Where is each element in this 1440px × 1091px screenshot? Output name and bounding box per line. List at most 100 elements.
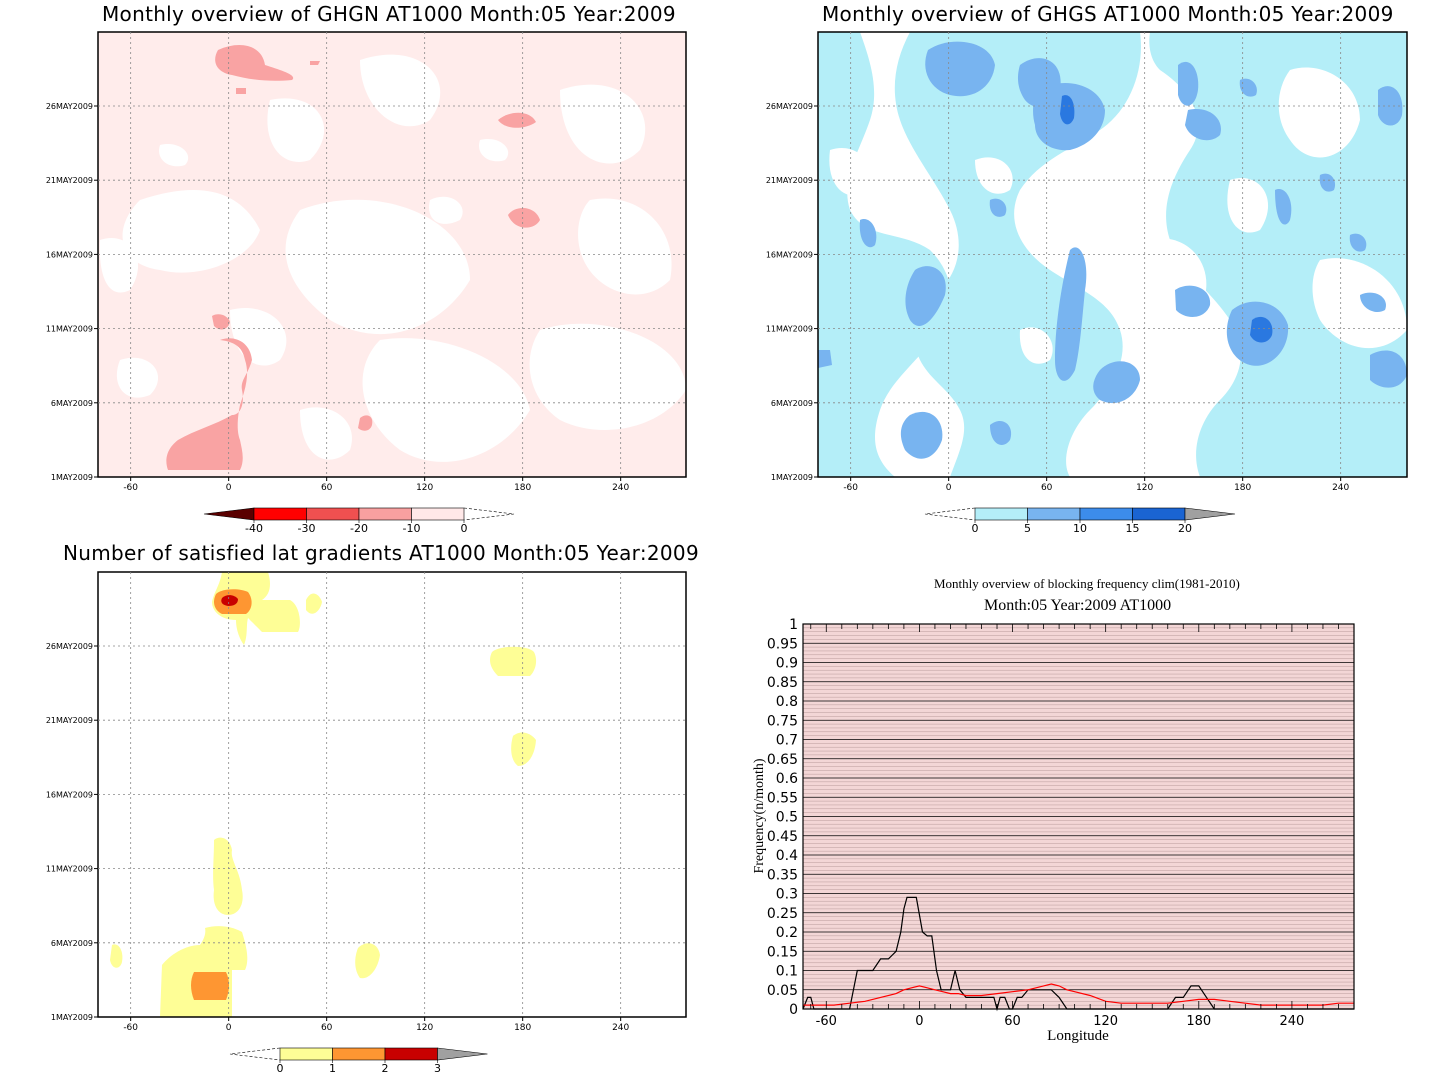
colorbar-extend-low: [203, 507, 255, 521]
y-tick-label: 1MAY2009: [51, 473, 93, 482]
y-tick-label: 0.75: [767, 713, 798, 729]
blocking-frequency-chart: -60 0 60 120 180 240 0 0.05 0.1 0.15 0.2 0.25 0.3 0.…: [752, 617, 1355, 1044]
ghgs-x-ticks: -60 0 60 120 180 240: [843, 477, 1350, 493]
x-tick-label: -60: [816, 1014, 837, 1029]
ghgn-grid: [98, 32, 686, 477]
gradients-grid: [98, 572, 686, 1017]
colorbar-label: 20: [1178, 522, 1192, 535]
gradients-colorbar: 0 1 2 3: [229, 1047, 488, 1075]
blocking-subtitle: Month:05 Year:2009 AT1000: [984, 597, 1172, 614]
ghgn-negative-contours: [166, 45, 540, 470]
colorbar-box: [1079, 507, 1133, 521]
chart-y-ticks: 0 0.05 0.1 0.15 0.2 0.25 0.3 0.35 0.4 0.45 0.5 0.55…: [767, 617, 798, 1018]
chart-major-grid: [803, 642, 1354, 991]
y-tick-label: 26MAY2009: [46, 102, 93, 111]
colorbar-label: 15: [1126, 522, 1140, 535]
y-tick-label: 0.5: [776, 810, 798, 826]
y-tick-label: 1: [789, 617, 798, 633]
y-tick-label: 26MAY2009: [46, 642, 93, 651]
panel-title-ghgn: Monthly overview of GHGN AT1000 Month:05…: [102, 2, 676, 26]
gradients-y-ticks: 1MAY2009 6MAY2009 11MAY2009 16MAY2009 21MAY2…: [46, 642, 98, 1022]
x-tick-label: 240: [1280, 1014, 1305, 1029]
y-tick-label: 0.2: [776, 925, 798, 941]
colorbar-extend-high: [1184, 507, 1236, 521]
y-tick-label: 1MAY2009: [51, 1013, 93, 1022]
ghgs-map: -60 0 60 120 180 240 1MAY2009 6MAY2009 11MAY200…: [766, 31, 1408, 535]
gradients-x-ticks: -60 0 60 120 180 240: [123, 1017, 630, 1033]
chart-x-ticks: -60 0 60 120 180 240: [816, 1014, 1305, 1029]
y-tick-label: 0.45: [767, 829, 798, 845]
colorbar-label: 1: [329, 1062, 336, 1075]
x-tick-label: 120: [1093, 1014, 1118, 1029]
x-tick-label: -60: [123, 1023, 138, 1033]
colorbar-box: [974, 507, 1028, 521]
x-tick-label: 0: [946, 483, 952, 493]
x-tick-label: 180: [514, 1023, 531, 1033]
colorbar-box: [306, 507, 360, 521]
colorbar-box: [411, 507, 465, 521]
gradients-map: -60 0 60 1 2 0 180 240 1MAY2009 6MAY2009 11MAY200…: [46, 571, 687, 1075]
y-tick-label: 0.65: [767, 752, 798, 768]
y-tick-label: 11MAY2009: [766, 325, 813, 334]
ghgn-colorbar: -40 -30 -20 -10 0: [203, 507, 515, 535]
x-tick-label: 60: [1004, 1014, 1021, 1029]
y-tick-label: 11MAY2009: [46, 865, 93, 874]
panel-title-ghgs: Monthly overview of GHGS AT1000 Month:05…: [822, 2, 1394, 26]
y-tick-label: 26MAY2009: [766, 102, 813, 111]
ghgs-colorbar: 0 5 10 15 20: [924, 507, 1236, 535]
x-tick-label: 0: [226, 483, 232, 493]
x-tick-label: 180: [1234, 483, 1251, 493]
y-tick-label: 21MAY2009: [766, 176, 813, 185]
colorbar-box: [1027, 507, 1081, 521]
y-tick-label: 21MAY2009: [46, 716, 93, 725]
ghgs-level3-contours: [1060, 95, 1273, 343]
y-tick-label: 6MAY2009: [51, 939, 93, 948]
colorbar-label: -10: [403, 522, 421, 535]
colorbar-box: [253, 507, 307, 521]
y-tick-label: 6MAY2009: [51, 399, 93, 408]
colorbar-label: 0: [277, 1062, 284, 1075]
x-tick-label: 240: [1332, 483, 1349, 493]
colorbar-label: -20: [350, 522, 368, 535]
blocking-title: Monthly overview of blocking frequency c…: [934, 576, 1240, 591]
y-tick-label: 1MAY2009: [771, 473, 813, 482]
y-tick-label: 0.8: [776, 694, 798, 710]
chart-y-label: Frequency(n/month): [752, 758, 767, 873]
colorbar-label: 2: [382, 1062, 389, 1075]
x-tick-label: 0: [226, 1023, 232, 1033]
x-tick-label: 60: [321, 483, 333, 493]
y-tick-label: 0: [789, 1002, 798, 1018]
x-tick-label: 60: [321, 1023, 333, 1033]
colorbar-box: [332, 1047, 386, 1061]
ghgs-level2-contours: [818, 41, 1407, 459]
y-tick-label: 6MAY2009: [771, 399, 813, 408]
y-tick-label: 0.7: [776, 733, 798, 749]
x-tick-label: 240: [612, 1023, 629, 1033]
colorbar-box: [279, 1047, 333, 1061]
y-tick-label: 0.35: [767, 867, 798, 883]
y-tick-label: 0.4: [776, 848, 798, 864]
ghgn-zero-contours: [99, 54, 686, 462]
y-tick-label: 0.9: [776, 656, 798, 672]
x-tick-label: 120: [1136, 483, 1153, 493]
ghgs-y-ticks: 1MAY2009 6MAY2009 11MAY2009 16MAY2009 21MAY2…: [766, 102, 818, 482]
x-tick-label: 120: [416, 483, 433, 493]
chart-x-label: Longitude: [1047, 1028, 1109, 1044]
x-tick-label: 60: [1041, 483, 1053, 493]
gradients-level3-contours: [221, 595, 238, 606]
x-tick-label: -60: [123, 483, 138, 493]
ghgs-grid: [818, 32, 1406, 477]
colorbar-label: 0: [461, 522, 468, 535]
colorbar-label: 5: [1024, 522, 1031, 535]
colorbar-label: -40: [245, 522, 263, 535]
y-tick-label: 0.25: [767, 906, 798, 922]
y-tick-label: 21MAY2009: [46, 176, 93, 185]
ghgs-zero-holes: [829, 67, 1407, 364]
y-tick-label: 0.3: [776, 887, 798, 903]
colorbar-label: 10: [1073, 522, 1087, 535]
colorbar-extend-low: [924, 507, 976, 521]
ghgn-map: -60 0 60 120 180 240 1MAY2009 6MAY2009 11MAY200…: [46, 31, 687, 535]
x-tick-label: -60: [843, 483, 858, 493]
y-tick-label: 16MAY2009: [766, 250, 813, 259]
y-tick-label: 0.05: [767, 983, 798, 999]
